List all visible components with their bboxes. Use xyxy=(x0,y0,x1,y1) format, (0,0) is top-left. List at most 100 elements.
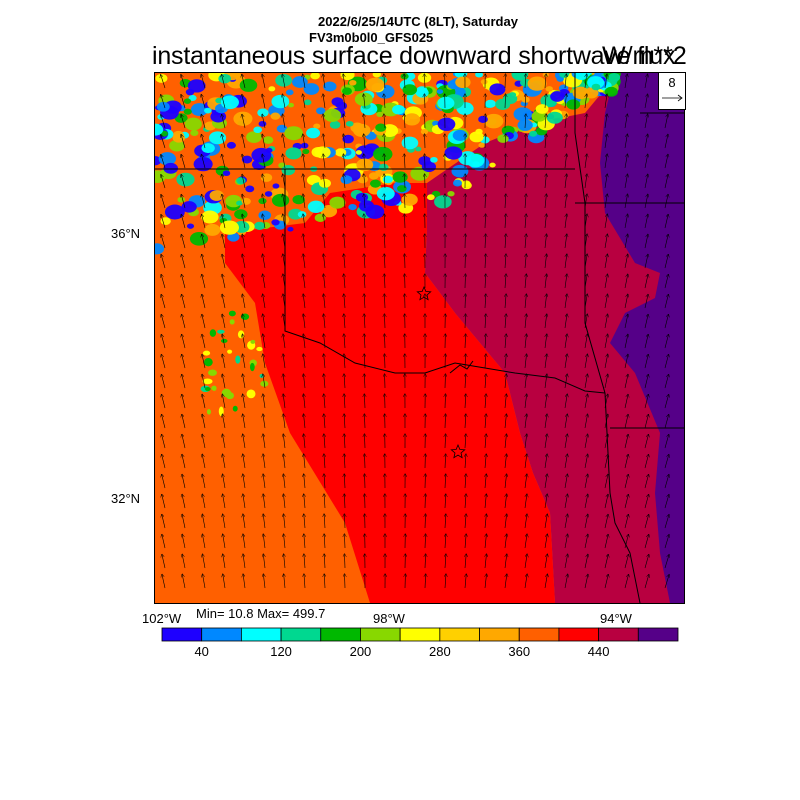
wind-vector xyxy=(485,434,486,449)
wind-vector xyxy=(182,314,186,329)
wind-vector xyxy=(544,574,547,589)
wind-vector xyxy=(664,334,669,349)
wind-vector xyxy=(445,534,446,549)
cloud-cell xyxy=(239,78,258,92)
cloud-cell xyxy=(232,405,238,412)
wind-vector xyxy=(644,555,649,569)
wind-vector xyxy=(343,174,345,189)
wind-vector xyxy=(303,234,306,249)
wind-vector xyxy=(584,414,588,429)
cloud-cell xyxy=(451,164,469,178)
wind-vector xyxy=(344,374,345,389)
colorbar-tick-label: 120 xyxy=(270,644,292,659)
wind-vector xyxy=(202,214,206,229)
wind-vector xyxy=(604,214,607,229)
wind-vector xyxy=(344,354,345,369)
wind-vector xyxy=(525,314,526,329)
colorbar-swatch xyxy=(201,627,242,642)
wind-vector xyxy=(545,134,546,149)
wind-vector xyxy=(384,254,385,269)
wind-vector xyxy=(242,134,246,149)
wind-vector xyxy=(544,374,547,389)
wind-vector xyxy=(624,294,628,309)
cloud-cell xyxy=(209,190,224,201)
wind-vector xyxy=(263,274,266,289)
wind-vector xyxy=(364,454,365,469)
wind-vector xyxy=(243,434,246,449)
wind-vector xyxy=(485,574,487,589)
wind-vector xyxy=(584,534,588,549)
wind-vector xyxy=(525,154,526,169)
wind-vector xyxy=(243,474,246,489)
wind-vector xyxy=(262,154,266,169)
wind-vector xyxy=(202,334,206,349)
wind-vector xyxy=(584,334,587,349)
reference-vector-box: 8 xyxy=(658,72,686,110)
wind-vector xyxy=(283,314,286,329)
wind-vector xyxy=(323,194,325,209)
wind-vector xyxy=(624,554,629,569)
cloud-cell xyxy=(466,153,485,168)
wind-vector xyxy=(604,374,608,389)
wind-vector xyxy=(465,554,466,569)
cloud-cell xyxy=(365,77,385,92)
wind-vector xyxy=(262,214,266,229)
wind-vector xyxy=(604,474,608,489)
wind-vector xyxy=(182,414,186,429)
wind-vector xyxy=(263,554,265,569)
wind-vector xyxy=(303,374,305,389)
wind-vector xyxy=(242,314,246,329)
map-canvas xyxy=(155,73,684,603)
wind-vector xyxy=(544,414,547,429)
wind-vector xyxy=(505,334,506,349)
wind-vector xyxy=(604,194,607,209)
wind-vector xyxy=(525,94,526,109)
wind-vector xyxy=(404,114,405,129)
wind-vector xyxy=(303,214,306,229)
cloud-cell xyxy=(202,378,213,385)
wind-vector xyxy=(425,554,426,569)
cloud-cell xyxy=(369,179,381,188)
wind-vector xyxy=(242,114,246,129)
wind-vector xyxy=(664,114,668,129)
wind-vector xyxy=(485,334,486,349)
reference-arrow-icon xyxy=(662,94,683,102)
colorbar-swatch xyxy=(161,627,203,642)
wind-vector xyxy=(323,274,325,289)
wind-vector xyxy=(222,274,226,289)
wind-vector xyxy=(584,554,588,569)
wind-vector xyxy=(182,334,186,349)
wind-vector xyxy=(201,174,206,189)
wind-vector xyxy=(404,94,405,109)
wind-vector xyxy=(201,95,206,109)
cloud-cell xyxy=(529,130,538,137)
cloud-cell xyxy=(591,83,601,91)
cloud-cell xyxy=(426,194,435,201)
wind-vector xyxy=(445,554,446,569)
wind-vector xyxy=(364,154,365,169)
wind-vector xyxy=(384,174,385,189)
cloud-cell xyxy=(546,111,563,124)
wind-vector xyxy=(404,74,405,89)
wind-vector xyxy=(524,514,527,529)
cloud-cell xyxy=(358,200,375,212)
wind-vector xyxy=(644,294,648,309)
wind-vector xyxy=(243,454,246,469)
cloud-cell xyxy=(452,129,468,141)
colorbar-swatch xyxy=(360,627,401,642)
wind-vector xyxy=(644,94,648,109)
wind-vector xyxy=(323,154,325,169)
wind-vector xyxy=(202,254,206,269)
cloud-cell xyxy=(342,87,352,95)
wind-vector xyxy=(644,454,649,469)
colorbar-swatch xyxy=(439,627,480,642)
wind-vector xyxy=(564,394,567,409)
wind-vector xyxy=(303,394,305,409)
cloud-cell xyxy=(246,131,262,143)
wind-vector xyxy=(544,394,547,409)
wind-vector xyxy=(283,274,286,289)
wind-vector xyxy=(425,514,426,529)
lat-label-36n: 36°N xyxy=(111,226,141,241)
wind-vector xyxy=(525,194,526,209)
cloud-cell xyxy=(452,179,462,187)
